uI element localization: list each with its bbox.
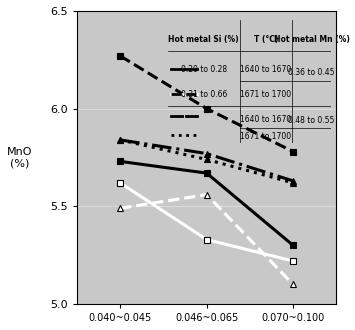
Y-axis label: MnO
(%): MnO (%) <box>7 147 32 168</box>
